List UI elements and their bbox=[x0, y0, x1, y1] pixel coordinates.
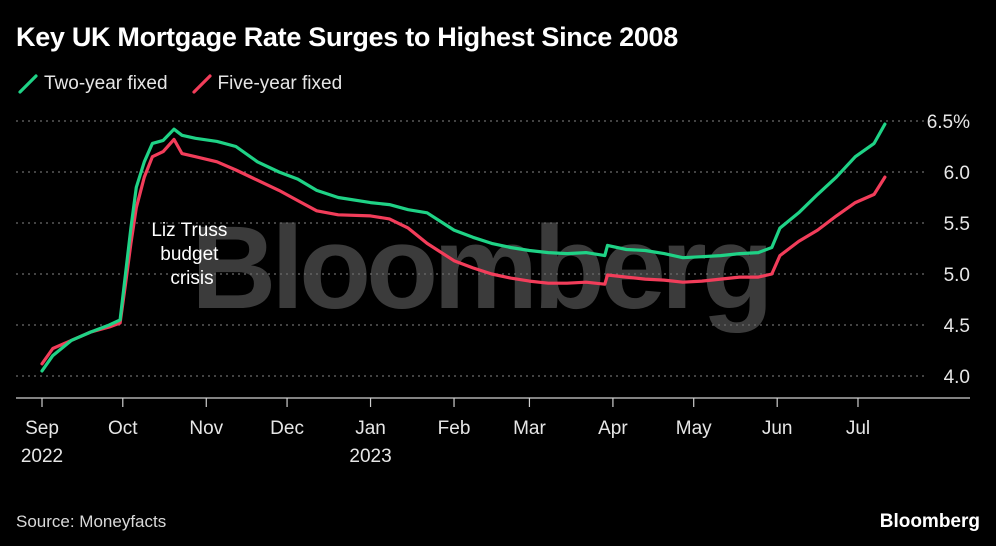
y-tick-label: 6.5% bbox=[927, 112, 970, 133]
annotation-line-1: Liz Truss bbox=[151, 220, 227, 241]
x-axis-ticks: Sep 2022 Oct Nov Dec Jan 2023 Feb Mar Apr May Jun Ju… bbox=[21, 398, 870, 467]
x-tick-label: Sep bbox=[25, 418, 59, 439]
y-tick-label: 5.5 bbox=[944, 214, 970, 235]
x-tick-label: May bbox=[676, 418, 712, 439]
legend: Two-year fixed Five-year fixed bbox=[16, 72, 364, 96]
series-lines bbox=[40, 122, 887, 373]
y-axis-ticks: 6.5% 6.0 5.5 5.0 4.5 4.0 bbox=[927, 112, 970, 388]
x-tick-label: Jan bbox=[355, 418, 386, 439]
legend-item-two-year: Two-year fixed bbox=[16, 72, 168, 96]
annotation-liz-truss: Liz Truss budget crisis bbox=[151, 220, 232, 289]
x-tick-label: Oct bbox=[108, 418, 138, 439]
series-line-two-year-fixed bbox=[40, 122, 887, 373]
x-tick-label: Mar bbox=[513, 418, 546, 439]
legend-item-five-year: Five-year fixed bbox=[190, 72, 343, 96]
legend-swatch-two-year-icon bbox=[18, 74, 38, 94]
legend-swatch-five-year-icon bbox=[191, 74, 212, 94]
bloomberg-logo: Bloomberg bbox=[879, 511, 980, 532]
x-tick-year-label: 2023 bbox=[349, 446, 391, 467]
x-tick-label: Jul bbox=[846, 418, 870, 439]
watermark: Bloomberg bbox=[191, 202, 769, 334]
gridlines bbox=[16, 120, 928, 377]
legend-label-two-year: Two-year fixed bbox=[44, 73, 168, 94]
y-tick-label: 4.5 bbox=[944, 316, 970, 337]
series-line-five-year-fixed bbox=[40, 137, 887, 366]
x-tick-year-label: 2022 bbox=[21, 446, 63, 467]
x-tick-label: Apr bbox=[598, 418, 628, 439]
x-tick-label: Jun bbox=[762, 418, 793, 439]
annotation-line-3: crisis bbox=[170, 268, 213, 289]
y-tick-label: 6.0 bbox=[944, 163, 970, 184]
legend-swatch-two-year-stroke bbox=[18, 74, 38, 94]
y-tick-label: 4.0 bbox=[944, 367, 970, 388]
chart-title: Key UK Mortgage Rate Surges to Highest S… bbox=[16, 22, 678, 52]
legend-label-five-year: Five-year fixed bbox=[217, 73, 343, 94]
source-note: Source: Moneyfacts bbox=[16, 512, 167, 531]
x-tick-label: Feb bbox=[438, 418, 471, 439]
legend-swatch-five-year-stroke bbox=[191, 74, 212, 94]
y-tick-label: 5.0 bbox=[944, 265, 970, 286]
x-tick-label: Dec bbox=[270, 418, 304, 439]
x-tick-label: Nov bbox=[189, 418, 223, 439]
annotation-line-2: budget bbox=[160, 244, 219, 265]
